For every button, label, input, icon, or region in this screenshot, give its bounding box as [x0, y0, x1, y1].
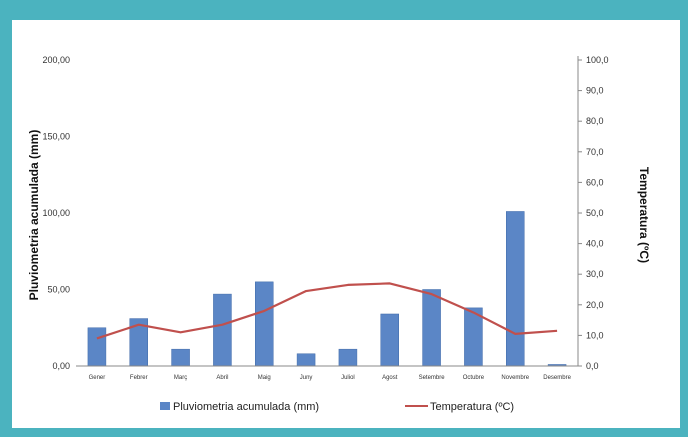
right-tick-label: 0,0: [586, 361, 599, 371]
left-tick-label: 50,00: [47, 285, 70, 295]
legend-label-line: Temperatura (ºC): [430, 401, 514, 413]
bar-novembre: [506, 211, 525, 367]
precipitation-bars: [87, 211, 567, 367]
temperature-series-line: [96, 282, 558, 340]
left-tick-label: 100,00: [42, 208, 70, 218]
right-axis-title: Temperatura (ºC): [637, 167, 651, 263]
left-axis-ticks: 0,00 50,00 100,00 150,00 200,00: [42, 55, 70, 371]
right-tick-label: 40,0: [586, 239, 604, 249]
category-label: Febrer: [130, 375, 148, 381]
category-labels: Gener Febrer Març Abril Maig Juny Juliol Agost S…: [89, 375, 572, 381]
category-label: Octubre: [463, 375, 485, 381]
bar-gener: [87, 327, 107, 367]
category-label: Setembre: [419, 375, 446, 381]
chart-axes: [76, 56, 579, 367]
category-label: Maig: [258, 375, 271, 381]
right-tick-label: 90,0: [586, 86, 604, 96]
bar-agost: [380, 313, 399, 367]
bar-març: [171, 348, 190, 367]
right-tick-label: 10,0: [586, 330, 604, 340]
right-axis-ticks: 0,0 10,0 20,0 30,0 40,0 50,0 60,0 70,0 80,0 90,0 1…: [578, 55, 609, 371]
legend: Pluviometria acumulada (mm) Temperatura …: [160, 401, 514, 413]
category-label: Juliol: [341, 375, 355, 381]
left-tick-label: 150,00: [42, 132, 70, 142]
bar-juliol: [338, 348, 358, 367]
right-tick-label: 50,0: [586, 208, 604, 218]
category-label: Març: [174, 375, 187, 381]
title-banner: [0, 0, 688, 20]
category-label: Gener: [89, 375, 106, 381]
right-tick-label: 60,0: [586, 177, 604, 187]
bar-juny: [296, 353, 316, 367]
category-label: Juny: [300, 375, 313, 381]
bar-maig: [255, 281, 274, 367]
right-tick-label: 20,0: [586, 300, 604, 310]
right-tick-label: 100,0: [586, 55, 609, 65]
bar-abril: [213, 293, 232, 367]
right-tick-label: 30,0: [586, 269, 604, 279]
category-label: Abril: [216, 375, 228, 381]
legend-swatch-bar: [160, 402, 170, 410]
bar-setembre: [422, 289, 441, 367]
left-tick-label: 0,00: [52, 361, 70, 371]
right-tick-label: 70,0: [586, 147, 604, 157]
right-tick-label: 80,0: [586, 116, 604, 126]
category-label: Desembre: [543, 375, 571, 381]
category-label: Novembre: [501, 375, 529, 381]
legend-label-bar: Pluviometria acumulada (mm): [173, 401, 319, 413]
left-tick-label: 200,00: [42, 55, 70, 65]
category-label: Agost: [382, 375, 398, 381]
temperature-line: [96, 282, 558, 340]
left-axis-title: Pluviometria acumulada (mm): [27, 130, 41, 301]
